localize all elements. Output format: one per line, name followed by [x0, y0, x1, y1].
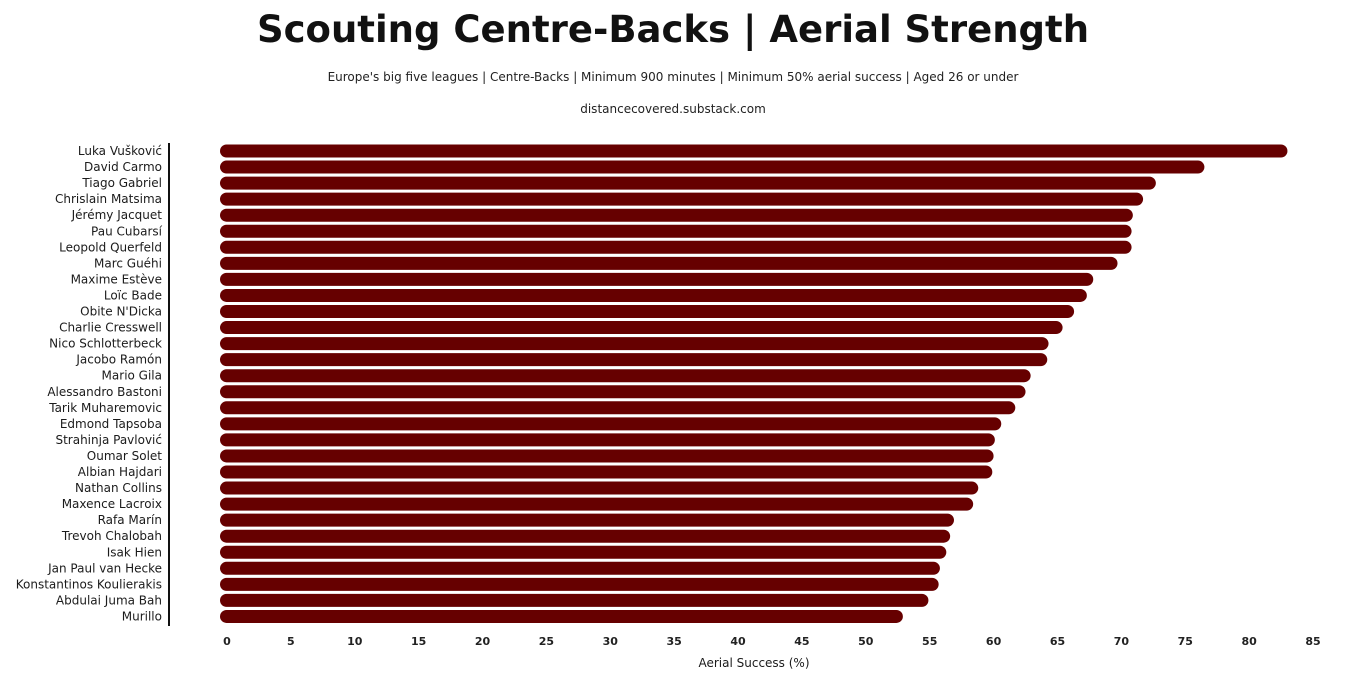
- bar: [220, 529, 951, 543]
- x-tick-label: 85: [1305, 635, 1320, 648]
- x-tick-label: 65: [1050, 635, 1065, 648]
- x-tick-label: 40: [730, 635, 746, 648]
- x-tick-label: 45: [794, 635, 809, 648]
- x-tick-label: 50: [858, 635, 874, 648]
- bar: [220, 449, 994, 463]
- category-label: Rafa Marín: [98, 513, 162, 527]
- x-tick-label: 70: [1114, 635, 1130, 648]
- bar: [220, 369, 1031, 383]
- category-label: Pau Cubarsí: [91, 224, 163, 238]
- bar: [220, 240, 1132, 254]
- bar: [220, 561, 940, 575]
- category-label: Obite N'Dicka: [80, 305, 162, 319]
- bar: [220, 144, 1288, 158]
- x-tick-labels-group: 0 5 10 15 20 25 30 35 40 45 50 55 60 65 70 75 80 85: [223, 635, 1320, 648]
- bars-group: [220, 144, 1288, 623]
- bar: [220, 288, 1087, 302]
- bar: [220, 385, 1026, 399]
- chart-source: distancecovered.substack.com: [580, 102, 766, 116]
- x-tick-label: 15: [411, 635, 426, 648]
- bar: [220, 160, 1205, 174]
- category-label: Edmond Tapsoba: [60, 417, 162, 431]
- bar: [220, 224, 1132, 238]
- category-label: Mario Gila: [102, 369, 162, 383]
- bar: [220, 465, 993, 479]
- bar: [220, 593, 929, 607]
- x-tick-label: 35: [667, 635, 682, 648]
- bar: [220, 321, 1063, 335]
- category-label: David Carmo: [84, 160, 162, 174]
- category-label: Tiago Gabriel: [81, 176, 162, 190]
- category-label: Isak Hien: [107, 545, 162, 559]
- bar: [220, 609, 903, 623]
- category-label: Leopold Querfeld: [59, 240, 162, 254]
- category-label: Nathan Collins: [75, 481, 162, 495]
- bar: [220, 497, 974, 511]
- x-tick-label: 60: [986, 635, 1002, 648]
- bar: [220, 256, 1118, 270]
- bar: [220, 577, 939, 591]
- category-label: Strahinja Pavlović: [55, 433, 162, 447]
- bar: [220, 176, 1156, 190]
- bar: [220, 545, 947, 559]
- bar: [220, 401, 1016, 415]
- bar: [220, 305, 1075, 318]
- category-label: Murillo: [122, 609, 162, 623]
- category-label: Jan Paul van Hecke: [47, 561, 162, 575]
- category-label: Nico Schlotterbeck: [49, 337, 162, 351]
- category-label: Alessandro Bastoni: [47, 385, 162, 399]
- bar: [220, 433, 995, 447]
- category-label: Jacobo Ramón: [75, 353, 162, 367]
- category-label: Konstantinos Koulierakis: [16, 577, 162, 591]
- bar: [220, 337, 1049, 351]
- x-tick-label: 55: [922, 635, 937, 648]
- category-labels-group: Luka Vušković David Carmo Tiago Gabriel Chr…: [16, 144, 163, 623]
- bar: [220, 272, 1094, 286]
- category-label: Jérémy Jacquet: [71, 208, 163, 222]
- x-tick-label: 20: [475, 635, 491, 648]
- bar: [220, 192, 1144, 206]
- bar: [220, 208, 1133, 222]
- x-tick-label: 10: [347, 635, 363, 648]
- category-label: Tarik Muharemovic: [48, 401, 162, 415]
- category-label: Oumar Solet: [87, 449, 163, 463]
- chart-subtitle: Europe's big five leagues | Centre-Backs…: [327, 70, 1019, 84]
- x-axis-title: Aerial Success (%): [698, 656, 809, 670]
- category-label: Abdulai Juma Bah: [56, 593, 162, 607]
- category-label: Albian Hajdari: [78, 465, 162, 479]
- x-tick-label: 80: [1241, 635, 1257, 648]
- x-tick-label: 75: [1178, 635, 1193, 648]
- category-label: Chrislain Matsima: [55, 192, 162, 206]
- category-label: Maxence Lacroix: [62, 497, 162, 511]
- category-label: Marc Guéhi: [94, 256, 162, 270]
- bar: [220, 513, 954, 527]
- x-tick-label: 25: [539, 635, 554, 648]
- bar: [220, 417, 1002, 431]
- category-label: Maxime Estève: [71, 272, 162, 286]
- x-tick-label: 0: [223, 635, 231, 648]
- x-tick-label: 5: [287, 635, 295, 648]
- bar: [220, 481, 979, 495]
- category-label: Charlie Cresswell: [59, 321, 162, 335]
- x-tick-label: 30: [603, 635, 619, 648]
- bar: [220, 353, 1048, 367]
- chart-title: Scouting Centre-Backs | Aerial Strength: [256, 8, 1090, 51]
- category-label: Trevoh Chalobah: [61, 529, 162, 543]
- category-label: Luka Vušković: [78, 144, 162, 158]
- category-label: Loïc Bade: [104, 288, 162, 302]
